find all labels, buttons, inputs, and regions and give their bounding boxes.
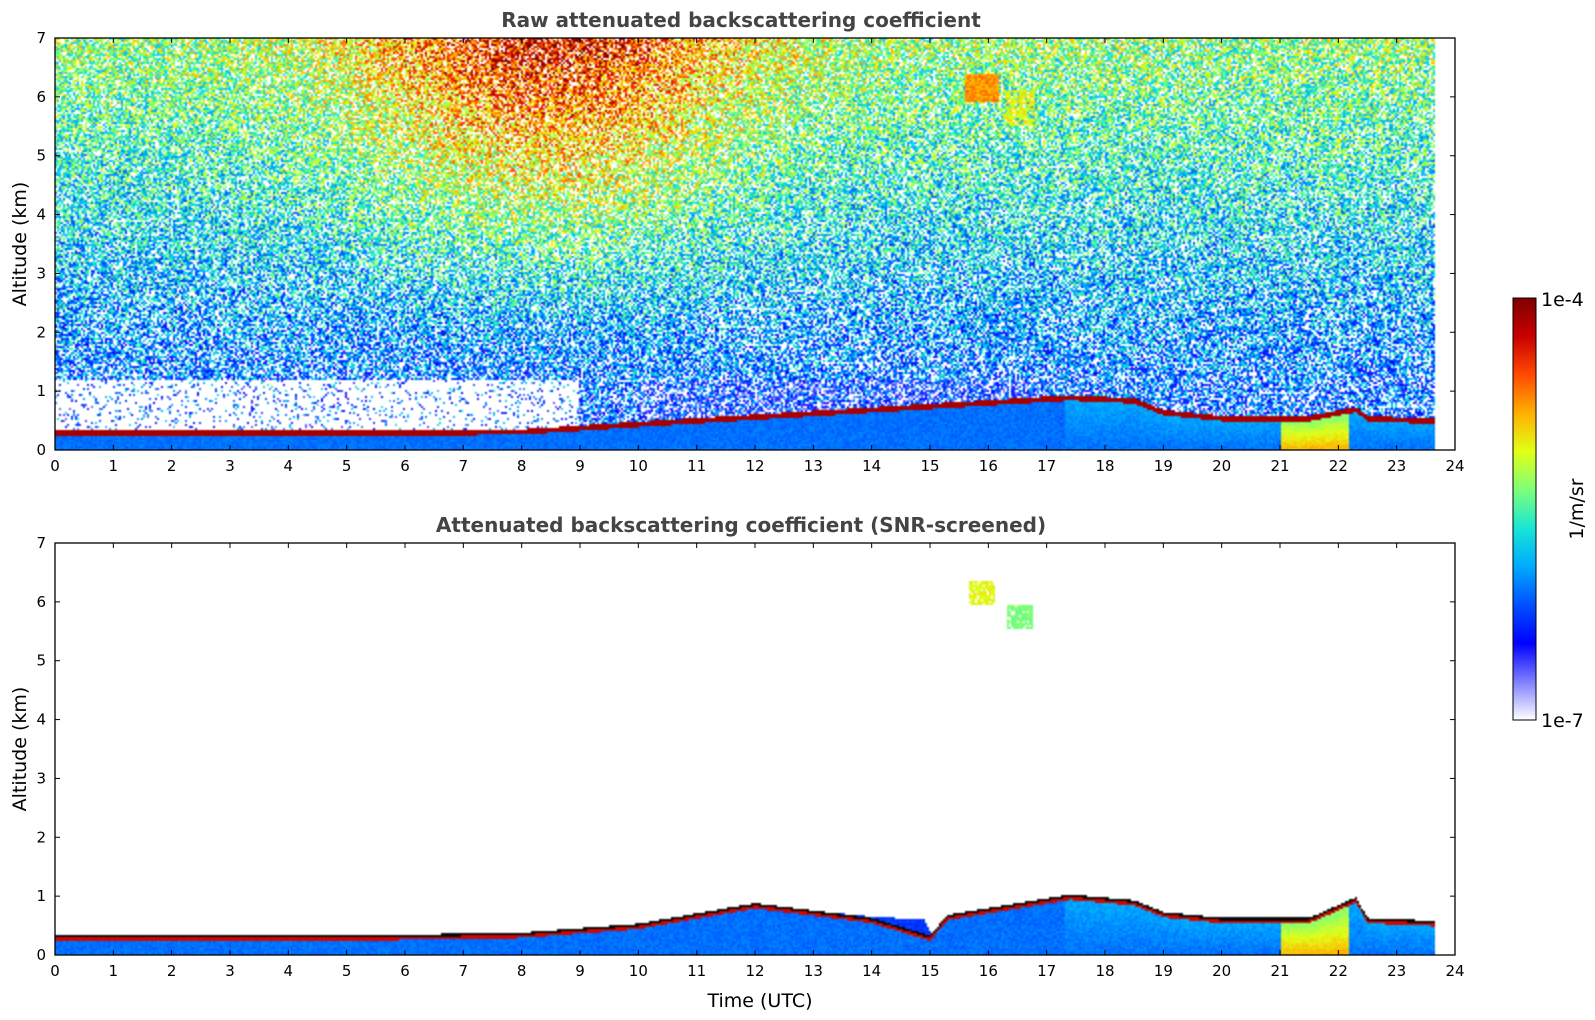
colorbar-max-label: 1e-4 (1541, 289, 1584, 311)
snr-x-tick-label: 8 (517, 962, 527, 980)
snr-screened-panel: Attenuated backscattering coefficient (S… (9, 513, 1465, 1012)
snr-x-tick-label: 12 (745, 962, 764, 980)
colorbar-min-label: 1e-7 (1541, 710, 1584, 732)
raw-y-tick-label: 3 (36, 264, 46, 282)
raw-y-ticks: 0 1 2 3 4 5 6 7 (36, 29, 1455, 459)
snr-x-tick-label: 7 (459, 962, 469, 980)
raw-x-tick-label: 19 (1154, 457, 1173, 475)
snr-y-tick-label: 4 (36, 711, 46, 729)
snr-y-tick-label: 1 (36, 887, 46, 905)
raw-y-axis-label: Altitude (km) (9, 182, 31, 307)
snr-x-tick-label: 1 (109, 962, 119, 980)
colorbar-gradient (1513, 298, 1536, 720)
snr-x-tick-label: 5 (342, 962, 352, 980)
snr-y-tick-label: 0 (36, 946, 46, 964)
raw-y-tick-label: 1 (36, 382, 46, 400)
raw-x-tick-label: 21 (1270, 457, 1289, 475)
raw-x-tick-label: 8 (517, 457, 527, 475)
snr-y-tick-label: 5 (36, 652, 46, 670)
snr-x-ticks: 0 1 2 3 4 5 6 7 8 9 10 11 12 13 14 15 16 17 18 19 20 21 22 23 24 (50, 543, 1465, 980)
snr-x-tick-label: 17 (1037, 962, 1056, 980)
snr-x-tick-label: 14 (862, 962, 881, 980)
raw-x-tick-label: 15 (920, 457, 939, 475)
raw-y-tick-label: 5 (36, 147, 46, 165)
snr-x-tick-label: 2 (167, 962, 177, 980)
raw-x-tick-label: 17 (1037, 457, 1056, 475)
raw-y-tick-label: 2 (36, 323, 46, 341)
raw-backscatter-heatmap (55, 38, 1455, 450)
snr-y-axis-label: Altitude (km) (9, 687, 31, 812)
raw-y-tick-label: 7 (36, 29, 46, 47)
snr-x-tick-label: 13 (804, 962, 823, 980)
snr-y-tick-label: 6 (36, 593, 46, 611)
raw-x-tick-label: 22 (1329, 457, 1348, 475)
raw-x-tick-label: 2 (167, 457, 177, 475)
snr-y-tick-label: 2 (36, 828, 46, 846)
raw-x-tick-label: 0 (50, 457, 60, 475)
raw-x-tick-label: 24 (1445, 457, 1464, 475)
raw-backscatter-panel: Raw attenuated backscattering coefficien… (9, 8, 1465, 475)
snr-x-tick-label: 20 (1212, 962, 1231, 980)
raw-x-ticks: 0 1 2 3 4 5 6 7 8 9 10 11 12 13 14 15 16 17 18 19 20 21 22 23 24 (50, 38, 1465, 475)
snr-x-tick-label: 0 (50, 962, 60, 980)
raw-x-tick-label: 14 (862, 457, 881, 475)
snr-x-tick-label: 18 (1095, 962, 1114, 980)
snr-y-ticks: 0 1 2 3 4 5 6 7 (36, 534, 1455, 964)
snr-y-tick-label: 3 (36, 769, 46, 787)
raw-x-tick-label: 23 (1387, 457, 1406, 475)
snr-x-tick-label: 23 (1387, 962, 1406, 980)
raw-x-tick-label: 10 (629, 457, 648, 475)
raw-x-tick-label: 3 (225, 457, 235, 475)
snr-x-tick-label: 11 (687, 962, 706, 980)
colorbar-unit-label: 1/m/sr (1566, 478, 1588, 539)
snr-panel-title: Attenuated backscattering coefficient (S… (436, 513, 1046, 537)
raw-panel-title: Raw attenuated backscattering coefficien… (501, 8, 981, 32)
colorbar-frame (1512, 297, 1537, 721)
snr-x-tick-label: 21 (1270, 962, 1289, 980)
raw-y-tick-label: 0 (36, 441, 46, 459)
snr-x-tick-label: 3 (225, 962, 235, 980)
snr-x-tick-label: 19 (1154, 962, 1173, 980)
snr-x-tick-label: 15 (920, 962, 939, 980)
raw-x-tick-label: 20 (1212, 457, 1231, 475)
raw-x-tick-label: 9 (575, 457, 585, 475)
raw-x-tick-label: 6 (400, 457, 410, 475)
snr-x-tick-label: 4 (284, 962, 294, 980)
raw-x-tick-label: 18 (1095, 457, 1114, 475)
snr-x-tick-label: 22 (1329, 962, 1348, 980)
raw-x-tick-label: 16 (979, 457, 998, 475)
snr-screened-heatmap (55, 543, 1455, 955)
snr-x-tick-label: 16 (979, 962, 998, 980)
raw-x-tick-label: 12 (745, 457, 764, 475)
snr-x-tick-label: 10 (629, 962, 648, 980)
snr-x-tick-label: 24 (1445, 962, 1464, 980)
raw-y-tick-label: 4 (36, 206, 46, 224)
x-axis-label: Time (UTC) (706, 990, 812, 1012)
raw-x-tick-label: 7 (459, 457, 469, 475)
snr-y-tick-label: 7 (36, 534, 46, 552)
raw-y-tick-label: 6 (36, 88, 46, 106)
colorbar: 1e-4 1e-7 1/m/sr (1512, 289, 1588, 732)
snr-x-tick-label: 6 (400, 962, 410, 980)
snr-x-tick-label: 9 (575, 962, 585, 980)
raw-x-tick-label: 11 (687, 457, 706, 475)
raw-x-tick-label: 5 (342, 457, 352, 475)
raw-x-tick-label: 4 (284, 457, 294, 475)
raw-x-tick-label: 13 (804, 457, 823, 475)
raw-x-tick-label: 1 (109, 457, 119, 475)
